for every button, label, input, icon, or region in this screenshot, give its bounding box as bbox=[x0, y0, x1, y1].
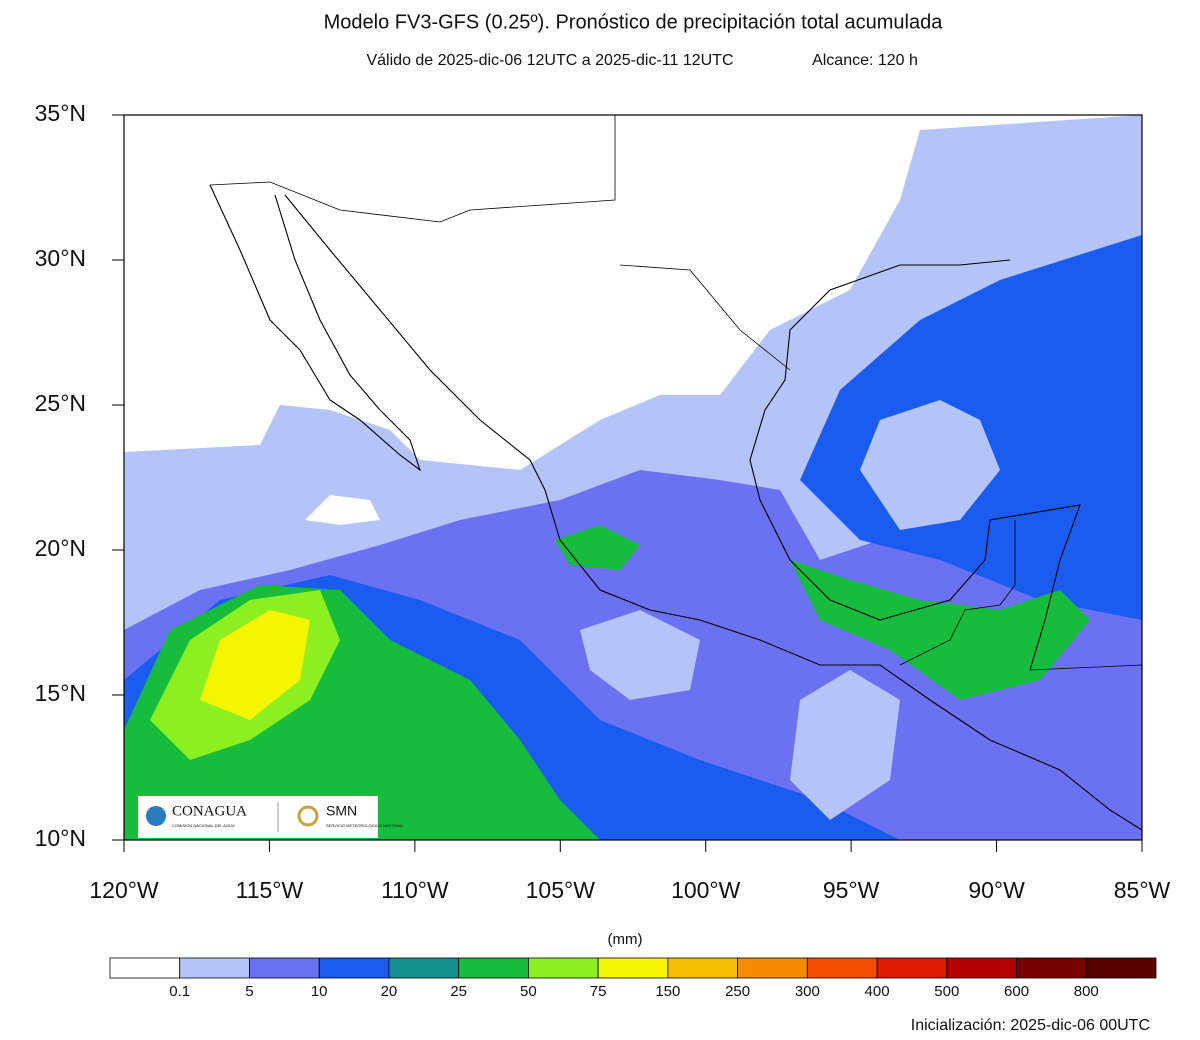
colorbar-box bbox=[876, 957, 948, 979]
logo-conagua: CONAGUA bbox=[172, 803, 247, 819]
y-tick-label: 15°N bbox=[35, 680, 86, 706]
colorbar-box bbox=[179, 957, 250, 979]
x-tick-label: 100°W bbox=[671, 877, 741, 903]
border-us-mexico bbox=[209, 115, 791, 371]
colorbar-unit: (mm) bbox=[608, 931, 643, 948]
colorbar-label: 250 bbox=[725, 983, 750, 1000]
dynamic: 120°W 115°W 110°W 105°W 100°W 95°W 90°W 85°W 10°… bbox=[35, 100, 1171, 1000]
x-tick-label: 120°W bbox=[89, 877, 159, 903]
coast-baja bbox=[209, 184, 422, 472]
logo-icon bbox=[146, 806, 166, 826]
y-tick-label: 20°N bbox=[35, 535, 86, 561]
colorbar-box bbox=[667, 957, 738, 979]
colorbar-label: 0.1 bbox=[169, 983, 190, 1000]
colorbar-label: 20 bbox=[381, 983, 398, 1000]
colorbar-label: 800 bbox=[1074, 983, 1099, 1000]
colorbar-label: 10 bbox=[311, 983, 328, 1000]
logo-icon-smn bbox=[297, 805, 319, 827]
colorbar-box bbox=[946, 957, 1017, 979]
colorbar-box bbox=[528, 957, 599, 979]
precip-light-south1 bbox=[580, 610, 700, 700]
colorbar-label: 500 bbox=[934, 983, 959, 1000]
colorbar-box bbox=[597, 957, 669, 979]
x-tick-label: 90°W bbox=[968, 877, 1025, 903]
precip-green-south bbox=[790, 560, 1090, 700]
colorbar-label: 75 bbox=[590, 983, 607, 1000]
y-tick-label: 10°N bbox=[35, 825, 86, 851]
x-tick-label: 115°W bbox=[236, 877, 304, 903]
precip-white-patch bbox=[305, 495, 380, 525]
y-tick-label: 35°N bbox=[35, 100, 86, 126]
logo: CONAGUA COMISIÓN NACIONAL DEL AGUA SMN S… bbox=[138, 796, 404, 838]
map-field bbox=[124, 115, 1142, 840]
colorbar-label: 150 bbox=[655, 983, 680, 1000]
colorbar-label: 400 bbox=[865, 983, 890, 1000]
map-frame bbox=[123, 114, 1143, 841]
colorbar-label: 50 bbox=[520, 983, 537, 1000]
logo-smn: SMN bbox=[326, 803, 357, 819]
y-tick-label: 25°N bbox=[35, 390, 86, 416]
colorbar-label: 5 bbox=[245, 983, 253, 1000]
coast-gulf bbox=[749, 259, 1081, 671]
colorbar-box bbox=[249, 957, 320, 979]
colorbar-box bbox=[806, 957, 878, 979]
coast-pacific bbox=[284, 194, 1142, 831]
precip-light-south2 bbox=[790, 670, 900, 820]
border-guatemala bbox=[899, 520, 1142, 671]
colorbar-box bbox=[458, 957, 529, 979]
x-tick-label: 105°W bbox=[526, 877, 596, 903]
x-tick-label: 95°W bbox=[823, 877, 880, 903]
logo-box bbox=[138, 796, 378, 838]
title: Modelo FV3-GFS (0.25º). Pronóstico de pr… bbox=[324, 11, 944, 33]
logo-smn-sub: SERVICIO METEOROLÓGICO NACIONAL bbox=[326, 823, 404, 828]
colorbar-box bbox=[1016, 957, 1087, 979]
init-time: Inicialización: 2025-dic-06 00UTC bbox=[911, 1017, 1150, 1034]
colorbar-label: 300 bbox=[795, 983, 820, 1000]
colorbar-box bbox=[1085, 957, 1157, 979]
y-tick-label: 30°N bbox=[35, 245, 86, 271]
colorbar-label: 25 bbox=[450, 983, 467, 1000]
precip-green-central bbox=[555, 525, 640, 570]
colorbar-box bbox=[737, 957, 808, 979]
x-tick-label: 110°W bbox=[381, 877, 449, 903]
colorbar-box bbox=[388, 957, 460, 979]
colorbar-label: 600 bbox=[1004, 983, 1029, 1000]
subtitle: Válido de 2025-dic-06 12UTC a 2025-dic-1… bbox=[366, 52, 733, 69]
precip-yellow bbox=[200, 610, 310, 720]
colorbar-box bbox=[109, 957, 181, 979]
precip-light-gulf bbox=[860, 400, 1000, 530]
logo-conagua-sub: COMISIÓN NACIONAL DEL AGUA bbox=[172, 823, 235, 828]
x-tick-label: 85°W bbox=[1114, 877, 1171, 903]
colorbar-box bbox=[318, 957, 390, 979]
range: Alcance: 120 h bbox=[812, 52, 918, 69]
